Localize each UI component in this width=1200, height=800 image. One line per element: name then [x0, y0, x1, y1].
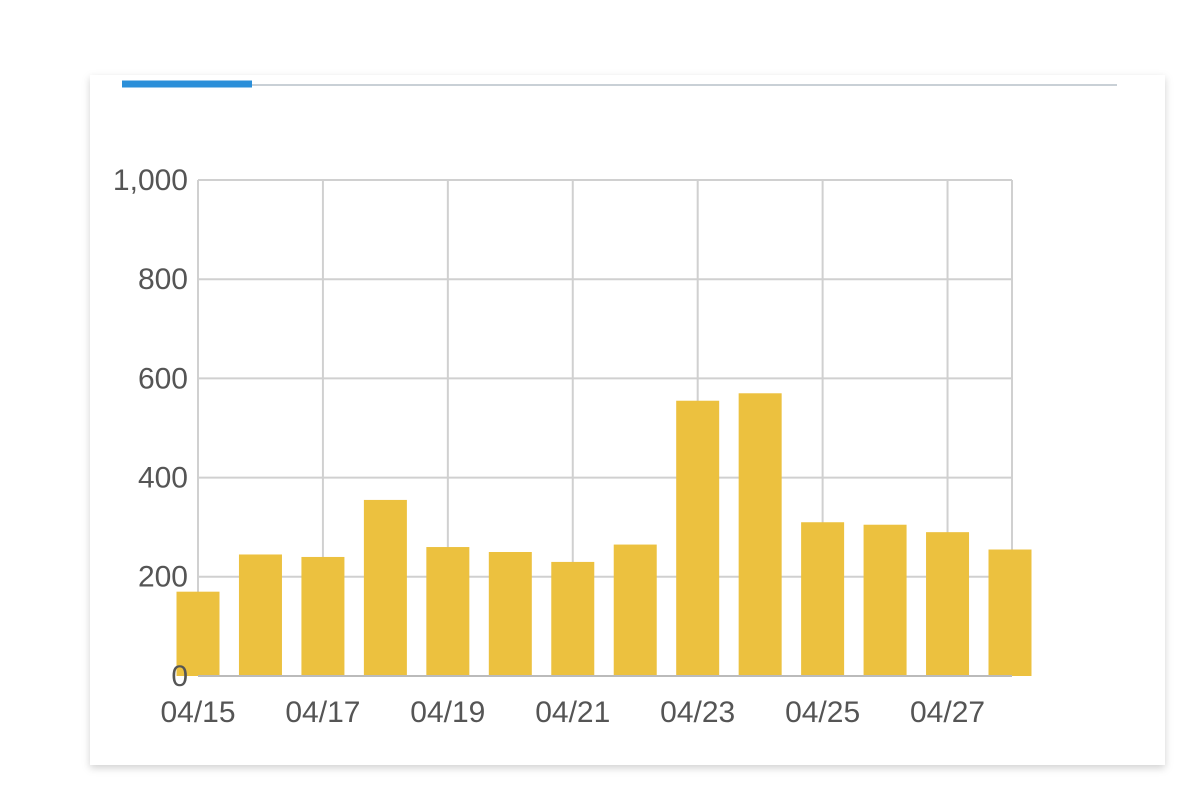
- y-tick-label: 0: [171, 660, 188, 693]
- bar: [551, 561, 595, 676]
- x-tick-label: 04/17: [285, 696, 360, 729]
- bar: [301, 556, 345, 676]
- bar: [426, 547, 470, 676]
- y-tick-label: 400: [138, 462, 188, 495]
- bar: [488, 552, 532, 676]
- x-tick-label: 04/27: [910, 696, 985, 729]
- bar: [801, 522, 845, 676]
- x-tick-label: 04/21: [535, 696, 610, 729]
- x-tick-label: 04/15: [160, 696, 235, 729]
- bar: [863, 524, 907, 676]
- bar: [676, 400, 720, 676]
- y-tick-label: 800: [138, 263, 188, 296]
- x-tick-label: 04/19: [410, 696, 485, 729]
- bar: [926, 532, 970, 676]
- y-tick-label: 200: [138, 561, 188, 594]
- bar: [613, 544, 657, 676]
- x-tick-label: 04/23: [660, 696, 735, 729]
- x-tick-label: 04/25: [785, 696, 860, 729]
- plot: 04/15 04/17 04/19 04/21 04/23 04/25 04/27 0 200 4…: [113, 164, 1032, 729]
- bar: [988, 549, 1032, 676]
- bar: [238, 554, 282, 676]
- y-tick-label: 1,000: [113, 164, 188, 197]
- y-tick-label: 600: [138, 362, 188, 395]
- bar: [176, 591, 220, 676]
- bar: [738, 393, 782, 676]
- bar: [363, 499, 407, 676]
